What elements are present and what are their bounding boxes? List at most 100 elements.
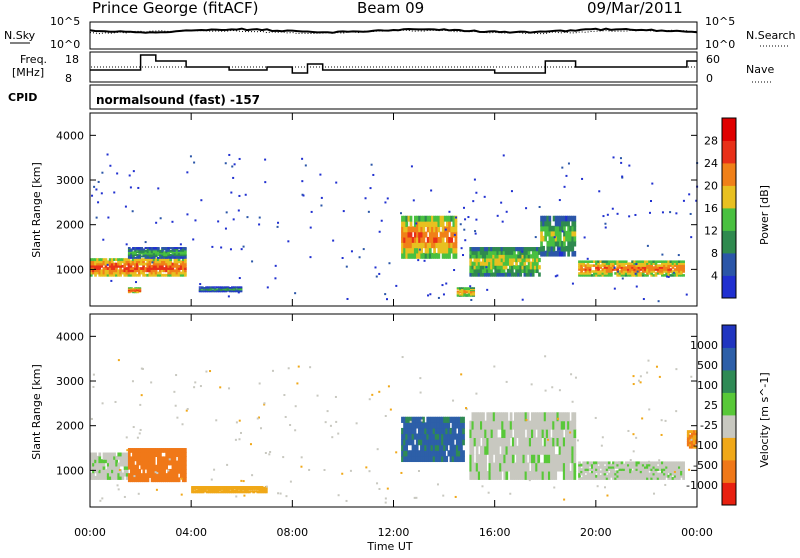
- power-cell: [604, 222, 607, 225]
- velocity-cell: [117, 469, 121, 474]
- power-cell: [533, 250, 537, 255]
- velocity-cell: [132, 426, 135, 429]
- power-cell: [422, 252, 426, 259]
- velocity-cell: [543, 454, 547, 464]
- velocity-cell: [222, 490, 226, 492]
- power-cell: [220, 287, 224, 289]
- velocity-cell: [528, 437, 532, 447]
- power-cell: [90, 267, 93, 270]
- velocity-cell: [243, 486, 247, 488]
- power-cell: [173, 271, 177, 275]
- velocity-cell: [486, 429, 490, 439]
- velocity-cell: [138, 432, 141, 435]
- velocity-cell: [526, 412, 530, 422]
- velocity-cell: [179, 473, 183, 478]
- power-cell: [101, 171, 104, 174]
- velocity-cell: [477, 420, 481, 430]
- power-cell: [567, 225, 570, 232]
- power-cell: [231, 288, 234, 290]
- power-cell: [584, 274, 588, 277]
- power-cell: [161, 267, 164, 270]
- power-cell: [157, 252, 160, 255]
- velocity-cell: [603, 461, 607, 465]
- power-cell: [215, 289, 219, 291]
- power-cell: [508, 265, 512, 270]
- power-cell: [648, 260, 651, 263]
- velocity-cell: [165, 473, 169, 478]
- velocity-cell: [571, 412, 575, 422]
- power-cell: [641, 260, 645, 263]
- power-cell: [420, 247, 424, 254]
- velocity-cell: [218, 488, 222, 490]
- power-cell: [136, 251, 139, 254]
- power-cell: [595, 266, 598, 269]
- velocity-cell: [218, 491, 222, 494]
- power-cell: [144, 267, 148, 270]
- power-cell: [136, 291, 140, 293]
- velocity-cell: [550, 412, 553, 422]
- velocity-cell: [635, 463, 639, 467]
- power-cell: [496, 265, 500, 270]
- velocity-cell: [473, 429, 477, 439]
- power-cell: [104, 267, 108, 270]
- power-cell: [477, 247, 481, 252]
- power-cell: [641, 268, 645, 271]
- power-cell: [571, 230, 575, 237]
- velocity-cell: [694, 445, 698, 449]
- power-cell: [584, 266, 588, 269]
- power-cell: [100, 258, 104, 262]
- velocity-ylabel: Slant Range [km]: [30, 364, 43, 460]
- power-cell: [226, 289, 230, 291]
- velocity-cell: [136, 456, 139, 462]
- power-cell: [165, 248, 169, 251]
- velocity-cell: [132, 464, 135, 470]
- power-cell: [448, 242, 451, 249]
- velocity-cell: [415, 450, 419, 457]
- velocity-cell: [603, 477, 607, 480]
- power-cell: [654, 268, 658, 271]
- power-cell: [629, 264, 632, 267]
- power-cell: [538, 205, 541, 208]
- power-cell: [412, 199, 415, 202]
- power-cell: [431, 231, 434, 238]
- power-cell: [177, 260, 181, 264]
- power-cell: [481, 247, 485, 252]
- power-cell: [472, 200, 475, 203]
- power-cell: [232, 176, 235, 179]
- power-cell: [624, 262, 628, 265]
- velocity-cell: [658, 477, 662, 480]
- velocity-cell: [518, 470, 521, 480]
- power-cell: [179, 256, 183, 259]
- power-cell: [104, 258, 108, 262]
- velocity-cell: [462, 433, 465, 440]
- power-cell: [675, 272, 679, 275]
- power-cell: [513, 272, 516, 277]
- power-cell: [131, 269, 135, 273]
- power-cell: [502, 272, 506, 277]
- power-cell: [456, 295, 460, 297]
- velocity-cell: [494, 445, 498, 455]
- power-cell: [171, 271, 175, 275]
- velocity-cell: [142, 460, 146, 466]
- velocity-cell: [249, 443, 252, 446]
- power-cell: [446, 236, 449, 243]
- velocity-cell: [526, 462, 530, 472]
- power-cell: [565, 230, 568, 237]
- power-cell: [646, 260, 649, 263]
- power-cell: [629, 262, 632, 265]
- power-cell: [616, 272, 620, 275]
- velocity-cell: [652, 463, 656, 467]
- power-cell: [635, 266, 639, 269]
- power-cell: [437, 221, 441, 227]
- velocity-cell: [254, 486, 258, 489]
- power-cell: [652, 274, 656, 277]
- velocity-cell: [157, 464, 160, 470]
- velocity-cell: [441, 427, 444, 435]
- velocity-cell: [648, 477, 651, 480]
- velocity-cell: [686, 436, 690, 440]
- velocity-cell: [269, 450, 272, 453]
- velocity-cell: [94, 452, 97, 457]
- power-cell: [167, 252, 171, 255]
- velocity-cell: [503, 420, 507, 430]
- velocity-cell: [121, 459, 125, 464]
